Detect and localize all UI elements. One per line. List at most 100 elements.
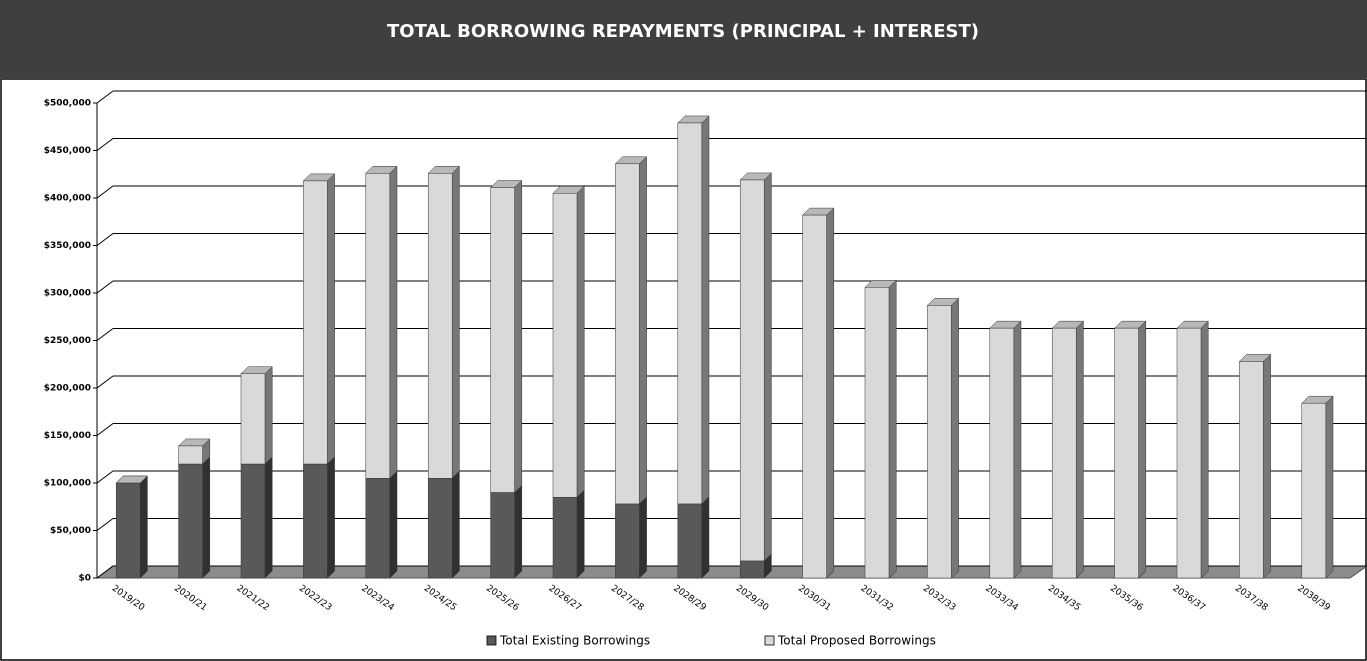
bar-side <box>327 173 335 465</box>
x-tick-label: 2038/39 <box>1295 584 1332 614</box>
bar <box>115 482 141 579</box>
x-tick-label: 2033/34 <box>983 584 1020 614</box>
y-tick-label: $0 <box>78 574 91 584</box>
y-tick-label: $150,000 <box>44 431 91 441</box>
bar-side <box>202 456 211 579</box>
bar-side <box>1013 320 1022 579</box>
x-tick-label: 2034/35 <box>1046 584 1082 614</box>
bar-side <box>763 172 772 562</box>
bar <box>1051 327 1077 579</box>
legend-label: Total Proposed Borrowings <box>777 634 936 648</box>
x-tick-label: 2035/36 <box>1108 584 1145 614</box>
bar-side <box>1138 320 1147 579</box>
y-tick-label: $300,000 <box>44 289 91 299</box>
bar <box>677 122 703 505</box>
bar <box>802 214 827 579</box>
bar-side <box>264 366 273 465</box>
bar <box>178 463 203 579</box>
bar-top <box>115 475 149 484</box>
bar <box>365 478 391 579</box>
bar-side <box>327 456 335 579</box>
x-tick-label: 2026/27 <box>547 584 583 614</box>
legend-swatch <box>764 635 775 646</box>
chart-title: TOTAL BORROWING REPAYMENTS (PRINCIPAL + … <box>387 21 979 42</box>
bar-side <box>951 297 959 579</box>
y-tick-label: $500,000 <box>44 99 91 109</box>
bar-side <box>389 470 398 579</box>
grid-line <box>96 328 114 341</box>
grid-line <box>96 90 114 104</box>
x-tick-label: 2025/26 <box>484 584 521 614</box>
bar <box>615 503 640 579</box>
bar <box>615 163 640 505</box>
bar <box>739 560 765 579</box>
y-tick-label: $100,000 <box>44 479 91 489</box>
bar-side <box>826 207 835 579</box>
bar-side <box>701 115 710 505</box>
x-tick-label: 2019/20 <box>110 584 147 614</box>
bar-side <box>264 456 273 579</box>
bar-side <box>576 489 585 579</box>
grid-line <box>96 185 114 199</box>
bar <box>427 173 453 479</box>
bar <box>864 287 890 579</box>
y-tick-label: $350,000 <box>44 241 91 251</box>
bar <box>552 497 578 579</box>
bar-side <box>514 179 523 494</box>
grid-line <box>96 233 114 246</box>
legend-swatch <box>486 635 497 646</box>
bar <box>303 180 328 465</box>
x-tick-label: 2027/28 <box>609 584 646 614</box>
bar-side <box>639 496 647 579</box>
bar <box>1301 402 1327 579</box>
bar-side <box>514 484 523 579</box>
bar-side <box>139 475 148 579</box>
bar <box>240 373 266 465</box>
grid-line <box>96 138 114 151</box>
floor <box>95 565 1367 579</box>
bar <box>178 445 203 465</box>
x-tick-label: 2036/37 <box>1171 584 1207 614</box>
bar <box>1176 327 1202 579</box>
bar <box>490 187 515 493</box>
bar-side <box>1263 353 1271 579</box>
bar <box>677 503 703 579</box>
bar <box>490 492 515 579</box>
x-tick-label: 2030/31 <box>796 584 832 614</box>
bar <box>739 179 765 562</box>
bar-side <box>576 185 585 498</box>
x-tick-label: 2020/21 <box>172 584 208 614</box>
title-bar <box>0 0 1367 78</box>
y-tick-label: $200,000 <box>44 384 91 394</box>
bar <box>427 478 453 579</box>
x-tick-label: 2023/24 <box>359 584 396 614</box>
bar-side <box>451 165 460 479</box>
chart-border <box>0 78 1367 661</box>
y-tick-label: $450,000 <box>44 146 91 156</box>
bar-side <box>701 496 710 579</box>
x-tick-label: 2028/29 <box>671 584 708 614</box>
bar-side <box>1200 320 1209 579</box>
bar <box>552 193 578 498</box>
bar <box>1239 361 1264 579</box>
y-tick-label: $400,000 <box>44 194 91 204</box>
x-tick-label: 2029/30 <box>734 584 771 614</box>
bar-side <box>1325 395 1334 579</box>
grid-line <box>96 470 114 484</box>
x-tick-label: 2022/23 <box>297 584 333 614</box>
grid-line <box>96 518 114 531</box>
bar <box>989 327 1015 579</box>
x-tick-label: 2037/38 <box>1233 584 1270 614</box>
bar <box>365 173 391 479</box>
bar-side <box>389 165 398 479</box>
grid-line <box>96 423 114 436</box>
legend-label: Total Existing Borrowings <box>499 634 650 648</box>
grid-line <box>96 565 114 579</box>
bar-side <box>888 279 897 579</box>
y-tick-label: $250,000 <box>44 336 91 346</box>
bar <box>927 305 952 579</box>
grid-line <box>96 375 114 389</box>
bar-side <box>639 156 647 505</box>
bar-side <box>451 470 460 579</box>
